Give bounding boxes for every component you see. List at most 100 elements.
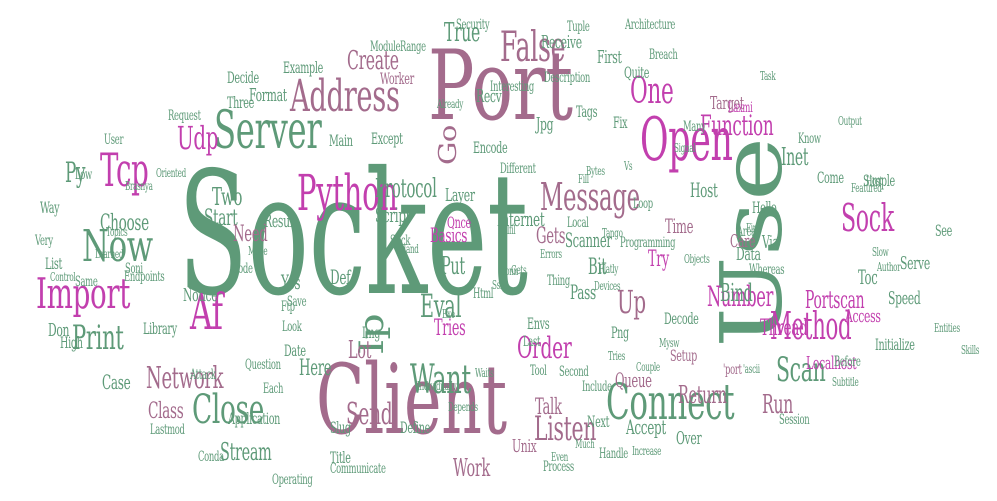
word-listen: Listen [534,409,597,449]
word-connect: Connect [606,373,735,431]
word-tuple: Tuple [567,19,590,35]
word-img: Img [362,323,381,342]
word-once: Once [447,213,471,232]
word-case: Case [102,370,131,394]
word-lastmod: Lastmod [150,422,185,438]
word-time: Time [665,214,694,238]
word-encode: Encode [473,138,508,157]
word-skills: Skills [961,343,980,357]
word-increase: Increase [632,444,662,458]
word-thread: Thread [760,316,808,341]
word-signal: Signal [674,141,696,155]
word-python: Python [297,164,398,222]
word-brasnya: Brasnya [125,179,153,193]
word-two: Two [212,183,243,211]
word-udp: Udp [177,119,219,157]
word-create: Create [347,46,399,76]
word-interesting: Interesting [490,79,534,95]
word-message: Message [540,175,640,219]
word-over: Over [676,428,702,449]
word-title: Title [330,448,351,467]
word-module: Module [370,39,401,55]
word-recv: Recv [476,86,502,107]
word-individually: Individually [417,379,457,393]
word-soni: Soni [125,261,143,277]
word-client: Client [316,344,507,456]
word-data: Data [736,244,761,265]
word-up: Up [617,283,646,321]
word-scanner: Scanner [565,228,612,252]
word-scan: Scan [776,350,826,390]
word-def: Def [330,265,351,289]
word-yes: Yes [281,270,301,294]
word-host: Host [690,178,718,202]
word-example: Example [283,58,324,77]
word-stream: Stream [220,438,272,466]
word-now: Now [82,221,153,272]
word-laxmi: Laxmi [728,100,753,116]
word-couple: Couple [636,360,660,374]
word-second: Second [559,364,589,380]
word-queue: Queue [615,368,652,392]
word-different: Different [500,161,536,177]
word-hand: Hand [400,242,419,256]
word-bit: Bit [588,255,607,280]
word-portscan: Portscan [805,286,865,314]
word-number: Number [707,280,774,313]
word-close: Close [192,387,265,433]
word-toc: Toc [858,265,878,289]
word-serve: Serve [900,253,930,274]
word-description: Description [544,70,591,86]
word-script: Script [375,203,411,227]
word-mode: Mode [248,244,268,258]
word-depends: Depends [448,400,478,414]
word-way: Way [40,198,60,217]
word-order: Order [517,331,572,366]
word-address: Address [290,71,400,122]
word-request: Request [168,108,201,124]
word-three: Three [227,93,255,112]
word-start: Start [204,206,238,231]
word-first: First [597,47,622,68]
word-decode: Decode [664,309,699,328]
word-format: Format [249,85,287,106]
word-tags: Tags [576,102,598,121]
word-quite: Quite [624,63,650,82]
word-last: Last [523,334,541,350]
word-jpg: Jpg [536,114,554,135]
word-user: User [104,132,124,148]
word-envs: Envs [527,314,550,333]
word-tcp: Tcp [100,143,149,197]
word-before: Before [834,354,861,370]
word-ftp: Ftp [281,299,295,315]
word-lot: Lot [348,336,372,364]
word-find: Find [746,221,762,235]
word-put: Put [441,252,465,280]
word-send: Send [346,397,393,432]
word-even: Even [551,450,569,464]
word-subtitle: Subtitle [832,375,859,389]
word-come: Come [817,168,844,187]
word-slow: Slow [872,245,889,259]
word-go: Go [434,124,462,165]
word-html: Html [473,286,494,302]
word-true: True [444,18,480,48]
word-area: Area [737,224,756,240]
word-host: Host [866,174,883,188]
word-operating: Operating [272,472,313,488]
word-conn: Conn [500,264,518,278]
word-ssh: Ssh [492,278,505,292]
word-entities: Entities [934,321,960,335]
word-accept: Accept [626,415,666,439]
word-simple: Simple [863,171,895,190]
word-function: Function [700,109,774,142]
word-false: False [500,22,566,71]
word-attack: Attack [190,367,216,383]
word-ascii: 'ascii [743,362,760,376]
word-import: Import [36,269,131,318]
word-code: Code [232,261,253,277]
word-featured: Featured [851,181,882,195]
word-process: Process [543,459,574,475]
word-topics: Topics [106,225,128,239]
word-low: Low [75,167,92,183]
